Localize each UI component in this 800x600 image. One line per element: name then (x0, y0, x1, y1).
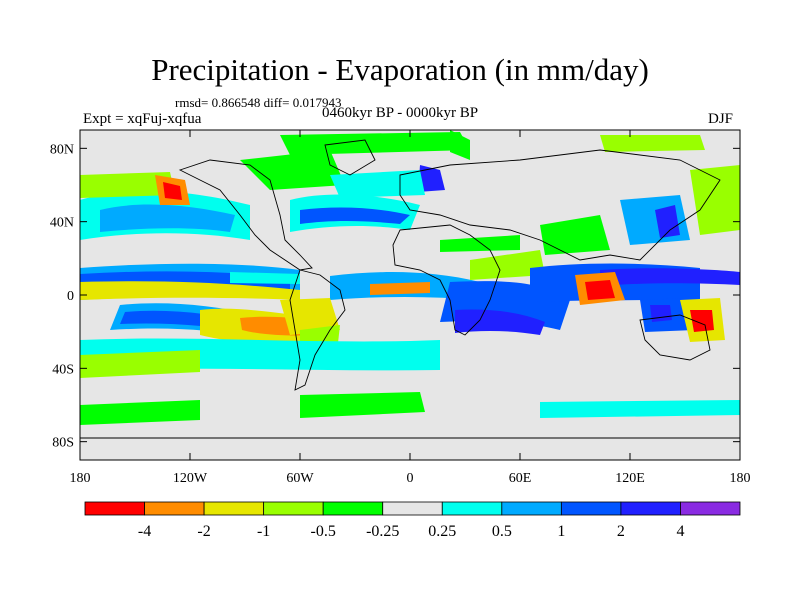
contour-region (240, 150, 345, 190)
lon-tick-label: 120W (173, 471, 208, 486)
coastline-north-america (178, 159, 313, 271)
plot-title: Precipitation - Evaporation (in mm/day) (151, 52, 649, 87)
contour-region (300, 207, 410, 224)
contour-region (470, 250, 545, 280)
lat-tick-label: 40S (52, 362, 74, 377)
contour-region (455, 309, 545, 335)
contour-region (80, 400, 200, 425)
period-label: 0460kyr BP - 0000kyr BP (322, 105, 479, 121)
lat-tick-label: 0 (67, 289, 74, 304)
coastline-eurasia (399, 149, 721, 261)
contour-region (450, 130, 470, 160)
coastline-layer (80, 139, 740, 439)
colorbar-label: 0.25 (428, 523, 456, 540)
contour-region (600, 135, 705, 152)
colorbar-swatch (620, 501, 681, 516)
lon-tick-label: 120E (615, 471, 645, 486)
coastline-greenland (324, 139, 376, 176)
contour-region (585, 280, 615, 300)
contour-region (600, 268, 740, 286)
experiment-label: Expt = xqFuj-xqfua (83, 111, 202, 127)
colorbar-swatch (203, 501, 265, 516)
lon-tick-label: 60E (509, 471, 532, 486)
coastline-australia (639, 314, 711, 361)
contour-region (655, 205, 680, 238)
colorbar-label: -4 (138, 523, 151, 540)
map-panel: 180 120W 60W 0 60E 120E 180 80N 40N 0 40S 80S (50, 129, 751, 486)
colorbar-swatch (382, 501, 443, 516)
coastline-south-america (289, 269, 346, 391)
colorbar-label: 1 (557, 523, 565, 540)
coastline-africa (392, 224, 501, 336)
contour-region (80, 281, 300, 300)
colorbar-swatch (263, 501, 324, 516)
contour-region (280, 132, 470, 155)
axis-ticks: 180 120W 60W 0 60E 120E 180 80N 40N 0 40S 80S (50, 130, 751, 486)
colorbar-label: -0.5 (311, 523, 336, 540)
stats-label: rmsd= 0.866548 diff= 0.017943 (175, 95, 342, 110)
lon-tick-label: 180 (730, 471, 751, 486)
lon-tick-label: 60W (286, 471, 314, 486)
lon-tick-label: 0 (407, 471, 414, 486)
contour-region (300, 392, 425, 418)
colorbar-label: -1 (257, 523, 270, 540)
colorbar-label: -0.25 (366, 523, 399, 540)
contour-region (370, 282, 430, 295)
colorbar-swatch (84, 501, 145, 516)
contour-region (230, 272, 300, 284)
contour-region (540, 215, 610, 255)
contour-region (163, 182, 182, 200)
contour-region (440, 235, 520, 252)
contour-fill-layer (80, 130, 740, 425)
colorbar-label: -2 (197, 523, 210, 540)
contour-region (280, 298, 340, 335)
colorbar-swatch (680, 501, 741, 516)
contour-region (620, 195, 690, 245)
contour-region (690, 310, 714, 332)
lon-tick-label: 180 (70, 471, 91, 486)
colorbar: -4 -2 -1 -0.5 -0.25 0.25 0.5 1 2 4 (84, 501, 741, 540)
colorbar-label: 0.5 (492, 523, 512, 540)
colorbar-swatch (560, 501, 622, 516)
colorbar-swatch (322, 501, 384, 516)
contour-region (80, 350, 200, 378)
contour-region (540, 400, 740, 418)
lat-tick-label: 40N (50, 216, 74, 231)
contour-region (330, 170, 425, 198)
contour-region (418, 165, 445, 192)
lat-tick-label: 80N (50, 142, 74, 157)
colorbar-swatch (501, 501, 562, 516)
contour-region (690, 165, 740, 235)
colorbar-label: 4 (676, 523, 684, 540)
colorbar-swatch (144, 501, 205, 516)
contour-region (80, 172, 175, 198)
colorbar-label: 2 (617, 523, 625, 540)
colorbar-swatch (441, 501, 503, 516)
season-label: DJF (708, 111, 734, 127)
contour-region (650, 305, 672, 322)
lat-tick-label: 80S (52, 436, 74, 451)
contour-region (100, 204, 235, 232)
